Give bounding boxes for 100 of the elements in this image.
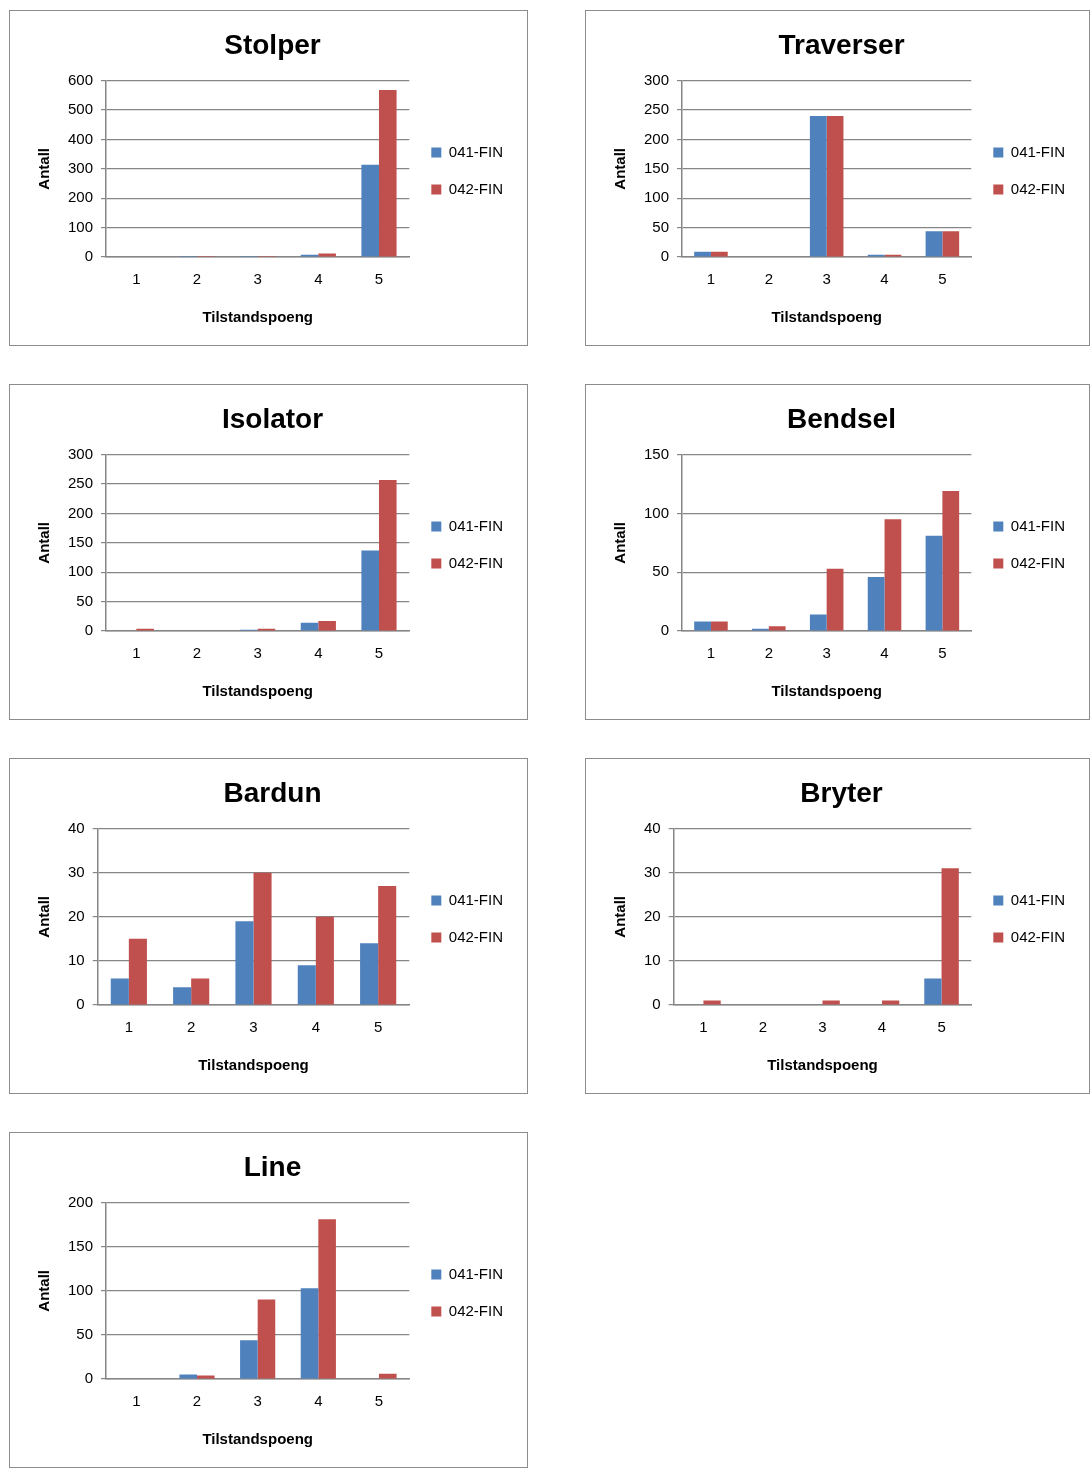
bar xyxy=(710,621,728,631)
x-tick-label: 2 xyxy=(192,270,202,288)
y-axis-title: Antall xyxy=(35,1269,53,1312)
x-tick-label: 5 xyxy=(374,1392,384,1410)
y-tick-label: 400 xyxy=(68,129,94,147)
y-tick-label: 50 xyxy=(652,217,670,235)
x-tick-label: 5 xyxy=(374,270,384,288)
chart-title: Bendsel xyxy=(787,402,896,434)
x-tick-label: 2 xyxy=(764,270,773,288)
y-tick-label: 20 xyxy=(68,906,85,924)
y-tick-label: 200 xyxy=(644,129,670,147)
bar xyxy=(925,535,943,631)
y-tick-label: 250 xyxy=(68,474,94,492)
x-axis-title: Tilstandspoeng xyxy=(771,682,882,700)
bar xyxy=(941,868,959,1005)
y-tick-label: 0 xyxy=(660,621,670,639)
y-tick-label: 30 xyxy=(644,862,661,880)
x-tick-label: 3 xyxy=(818,1018,827,1036)
bar xyxy=(826,115,844,257)
bar xyxy=(315,916,334,1005)
x-tick-label: 2 xyxy=(764,644,773,662)
y-tick-label: 50 xyxy=(76,1325,94,1343)
x-axis-title: Tilstandspoeng xyxy=(202,1430,313,1448)
x-axis-title: Tilstandspoeng xyxy=(202,682,313,700)
bar xyxy=(826,568,844,631)
y-tick-label: 300 xyxy=(644,70,670,88)
y-tick-label: 50 xyxy=(76,591,94,609)
y-tick-label: 300 xyxy=(68,158,94,176)
chart-title: Traverser xyxy=(778,28,905,60)
x-tick-label: 3 xyxy=(249,1018,258,1036)
x-tick-label: 4 xyxy=(314,644,323,662)
x-tick-label: 5 xyxy=(938,644,947,662)
y-axis-title: Antall xyxy=(35,895,53,938)
chart-title: Isolator xyxy=(221,402,324,434)
x-tick-label: 1 xyxy=(699,1018,708,1036)
y-tick-label: 0 xyxy=(84,1369,94,1387)
x-tick-label: 4 xyxy=(314,270,323,288)
y-tick-label: 150 xyxy=(68,1236,94,1254)
y-tick-label: 150 xyxy=(644,444,670,462)
x-tick-label: 1 xyxy=(706,270,716,288)
y-tick-label: 0 xyxy=(84,247,94,265)
x-tick-label: 2 xyxy=(187,1018,196,1036)
y-tick-label: 600 xyxy=(68,70,94,88)
bar xyxy=(361,550,379,631)
bar xyxy=(235,921,254,1005)
legend-label: 042-FIN xyxy=(1010,179,1065,197)
legend-label: 041-FIN xyxy=(448,516,503,534)
x-tick-label: 2 xyxy=(758,1018,768,1036)
y-tick-label: 30 xyxy=(68,862,85,880)
legend-label: 042-FIN xyxy=(448,927,503,945)
x-tick-label: 1 xyxy=(706,644,716,662)
x-tick-label: 3 xyxy=(253,644,262,662)
bar xyxy=(361,164,379,257)
bar xyxy=(768,626,786,631)
x-tick-label: 4 xyxy=(880,270,889,288)
bar xyxy=(253,872,272,1005)
legend-label: 042-FIN xyxy=(1010,553,1065,571)
x-tick-label: 4 xyxy=(877,1018,887,1036)
x-tick-label: 4 xyxy=(880,644,889,662)
bar xyxy=(378,885,397,1005)
legend-label: 041-FIN xyxy=(1010,890,1065,908)
y-tick-label: 100 xyxy=(68,562,94,580)
bar xyxy=(809,115,827,257)
bar xyxy=(942,231,960,257)
legend-label: 041-FIN xyxy=(448,142,503,160)
y-tick-label: 40 xyxy=(644,818,661,836)
bar xyxy=(300,1288,319,1379)
y-tick-label: 200 xyxy=(68,503,94,521)
y-tick-label: 500 xyxy=(68,100,94,118)
y-tick-label: 0 xyxy=(652,995,661,1013)
x-tick-label: 3 xyxy=(822,270,831,288)
bar xyxy=(240,1340,258,1379)
y-axis-title: Antall xyxy=(35,147,53,190)
x-tick-label: 5 xyxy=(938,270,947,288)
y-tick-label: 40 xyxy=(68,818,85,836)
bar xyxy=(318,1219,336,1379)
legend-label: 041-FIN xyxy=(448,1264,503,1282)
y-tick-label: 100 xyxy=(68,217,94,235)
x-axis-title: Tilstandspoeng xyxy=(198,1056,309,1074)
y-tick-label: 100 xyxy=(644,188,670,206)
y-tick-label: 10 xyxy=(68,951,85,969)
legend-label: 041-FIN xyxy=(448,890,503,908)
x-tick-label: 3 xyxy=(253,1392,262,1410)
bar xyxy=(173,987,192,1005)
bar xyxy=(110,978,129,1005)
bar xyxy=(378,479,397,631)
chart-title: Bryter xyxy=(800,776,883,808)
y-tick-label: 100 xyxy=(68,1280,94,1298)
x-tick-label: 1 xyxy=(124,1018,134,1036)
bar xyxy=(197,1375,215,1379)
y-tick-label: 150 xyxy=(644,158,670,176)
y-axis-title: Antall xyxy=(35,521,53,564)
y-tick-label: 250 xyxy=(644,100,670,118)
x-tick-label: 4 xyxy=(311,1018,320,1036)
bar xyxy=(318,253,336,257)
y-tick-label: 0 xyxy=(660,247,670,265)
y-tick-label: 0 xyxy=(76,995,85,1013)
y-axis-title: Antall xyxy=(611,895,629,938)
y-tick-label: 200 xyxy=(68,1192,94,1210)
x-tick-label: 5 xyxy=(373,1018,383,1036)
